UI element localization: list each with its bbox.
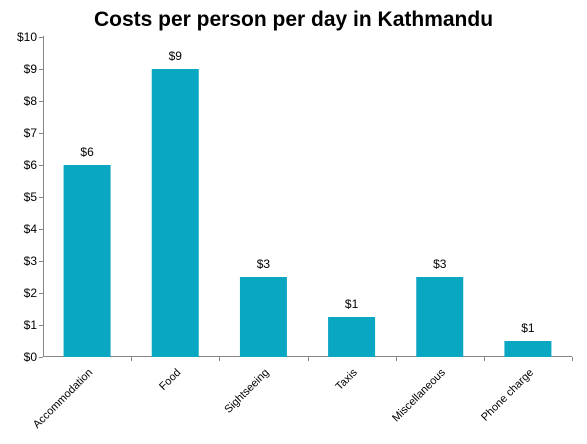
bar bbox=[151, 69, 199, 357]
y-tick-label: $2 bbox=[24, 286, 38, 300]
data-label: $3 bbox=[257, 257, 271, 271]
x-tick-label: Food bbox=[157, 367, 183, 393]
y-tick-label: $0 bbox=[24, 350, 38, 364]
y-tick-label: $9 bbox=[24, 62, 38, 76]
y-tick-label: $6 bbox=[24, 158, 38, 172]
y-tick-label: $7 bbox=[24, 126, 38, 140]
y-tick-label: $4 bbox=[24, 222, 38, 236]
x-tick-label: Phone charge bbox=[479, 367, 536, 424]
data-label: $6 bbox=[80, 145, 94, 159]
x-tick-label: Taxis bbox=[333, 366, 360, 393]
y-tick-label: $8 bbox=[24, 94, 38, 108]
bar bbox=[63, 165, 111, 357]
x-axis: Accommodation Food Sightseeing Taxis Miscell… bbox=[31, 357, 573, 431]
y-axis: $0 $1 $2 $3 $4 $5 $6 $7 $8 $9 $10 bbox=[17, 30, 43, 364]
x-tick-label: Miscellaneous bbox=[390, 366, 448, 424]
x-tick-label: Sightseeing bbox=[222, 367, 271, 416]
y-tick-label: $5 bbox=[24, 190, 38, 204]
bar bbox=[504, 341, 552, 357]
data-label: $3 bbox=[433, 257, 447, 271]
y-tick-label: $1 bbox=[24, 318, 38, 332]
bars bbox=[63, 69, 552, 357]
data-labels: $6 $9 $3 $1 $3 $1 bbox=[80, 49, 535, 335]
bar bbox=[416, 277, 464, 357]
chart-title: Costs per person per day in Kathmandu bbox=[93, 8, 494, 31]
data-label: $1 bbox=[521, 321, 535, 335]
bar bbox=[239, 277, 287, 357]
y-tick-label: $10 bbox=[17, 30, 37, 44]
bar bbox=[328, 317, 376, 357]
x-tick-label: Accommodation bbox=[31, 367, 95, 431]
y-tick-label: $3 bbox=[24, 254, 38, 268]
data-label: $1 bbox=[345, 297, 359, 311]
data-label: $9 bbox=[169, 49, 183, 63]
